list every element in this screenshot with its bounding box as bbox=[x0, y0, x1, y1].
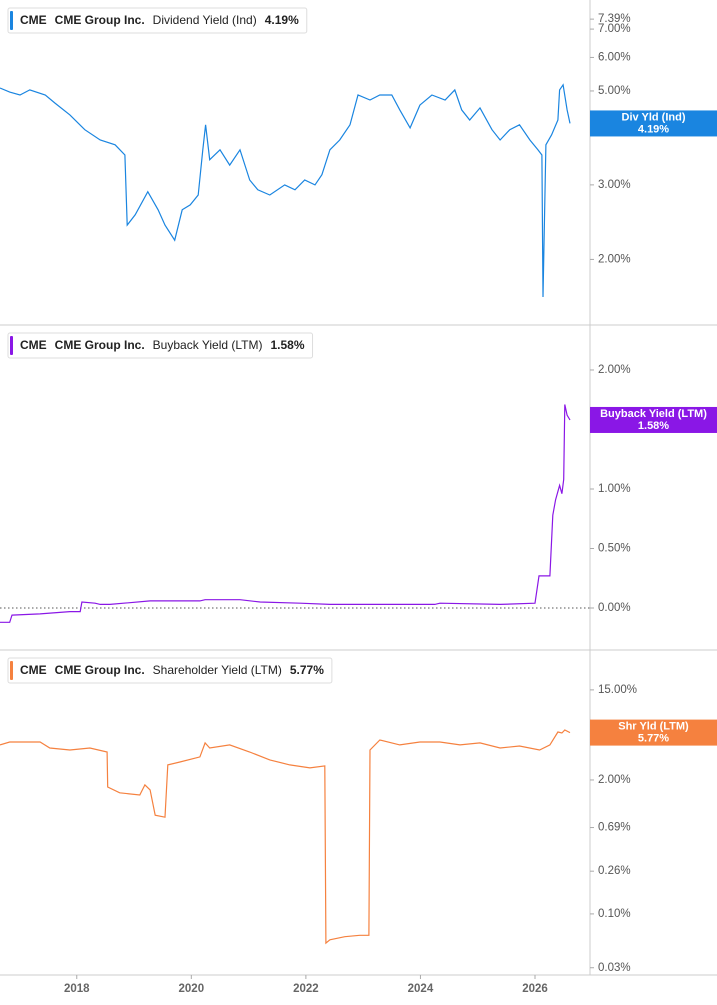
legend-ticker: CME bbox=[20, 13, 47, 27]
badge-name: Div Yld (Ind) bbox=[622, 111, 686, 123]
legend-series: Shareholder Yield (LTM) bbox=[153, 663, 282, 677]
legend-ticker: CME bbox=[20, 338, 47, 352]
x-tick-label: 2018 bbox=[64, 983, 90, 995]
legend: CME CME Group Inc. Buyback Yield (LTM) 1.58… bbox=[7, 332, 314, 359]
y-tick-label: 7.39% bbox=[598, 13, 631, 25]
x-tick-label: 2024 bbox=[408, 983, 434, 995]
legend-swatch bbox=[10, 336, 13, 355]
legend-series: Buyback Yield (LTM) bbox=[153, 338, 263, 352]
legend-swatch bbox=[10, 11, 13, 30]
value-badge bbox=[590, 406, 717, 433]
x-tick-label: 2022 bbox=[293, 983, 319, 995]
y-tick-label: 1.00% bbox=[598, 483, 631, 495]
legend-series: Dividend Yield (Ind) bbox=[153, 13, 257, 27]
y-tick-label: 0.00% bbox=[598, 602, 631, 614]
y-tick-label: 0.03% bbox=[598, 962, 631, 974]
legend-value: 1.58% bbox=[271, 338, 305, 352]
value-badge bbox=[590, 719, 717, 746]
badge-name: Buyback Yield (LTM) bbox=[600, 408, 707, 420]
y-tick-label: 15.00% bbox=[598, 684, 637, 696]
series-line bbox=[0, 729, 571, 945]
x-tick-label: 2020 bbox=[179, 983, 205, 995]
y-tick-label: 0.50% bbox=[598, 543, 631, 555]
y-tick-label: 5.00% bbox=[598, 85, 631, 97]
legend-value: 4.19% bbox=[265, 13, 299, 27]
badge-name: Shr Yld (LTM) bbox=[618, 721, 689, 733]
legend-company: CME Group Inc. bbox=[55, 338, 145, 352]
y-tick-label: 3.00% bbox=[598, 179, 631, 191]
y-tick-label: 6.00% bbox=[598, 51, 631, 63]
x-tick-label: 2026 bbox=[522, 983, 548, 995]
y-tick-label: 7.00% bbox=[598, 23, 631, 35]
legend-ticker: CME bbox=[20, 663, 47, 677]
y-tick-label: 2.00% bbox=[598, 253, 631, 265]
legend-value: 5.77% bbox=[290, 663, 324, 677]
series-line bbox=[0, 83, 571, 298]
badge-value: 1.58% bbox=[638, 420, 669, 432]
legend-swatch bbox=[10, 661, 13, 680]
y-tick-label: 0.69% bbox=[598, 822, 631, 834]
legend-box bbox=[7, 7, 308, 34]
badge-value: 5.77% bbox=[638, 733, 669, 745]
legend-company: CME Group Inc. bbox=[55, 13, 145, 27]
legend-company: CME Group Inc. bbox=[55, 663, 145, 677]
y-tick-label: 2.00% bbox=[598, 364, 631, 376]
y-tick-label: 2.00% bbox=[598, 774, 631, 786]
value-badge bbox=[590, 110, 717, 137]
legend-box bbox=[7, 657, 333, 684]
series-line bbox=[0, 404, 571, 623]
badge-value: 4.19% bbox=[638, 123, 669, 135]
legend-box bbox=[7, 332, 314, 359]
legend: CME CME Group Inc. Dividend Yield (Ind) 4.1… bbox=[7, 7, 308, 34]
y-tick-label: 0.26% bbox=[598, 865, 631, 877]
legend: CME CME Group Inc. Shareholder Yield (LTM)… bbox=[7, 657, 333, 684]
y-tick-label: 0.10% bbox=[598, 908, 631, 920]
